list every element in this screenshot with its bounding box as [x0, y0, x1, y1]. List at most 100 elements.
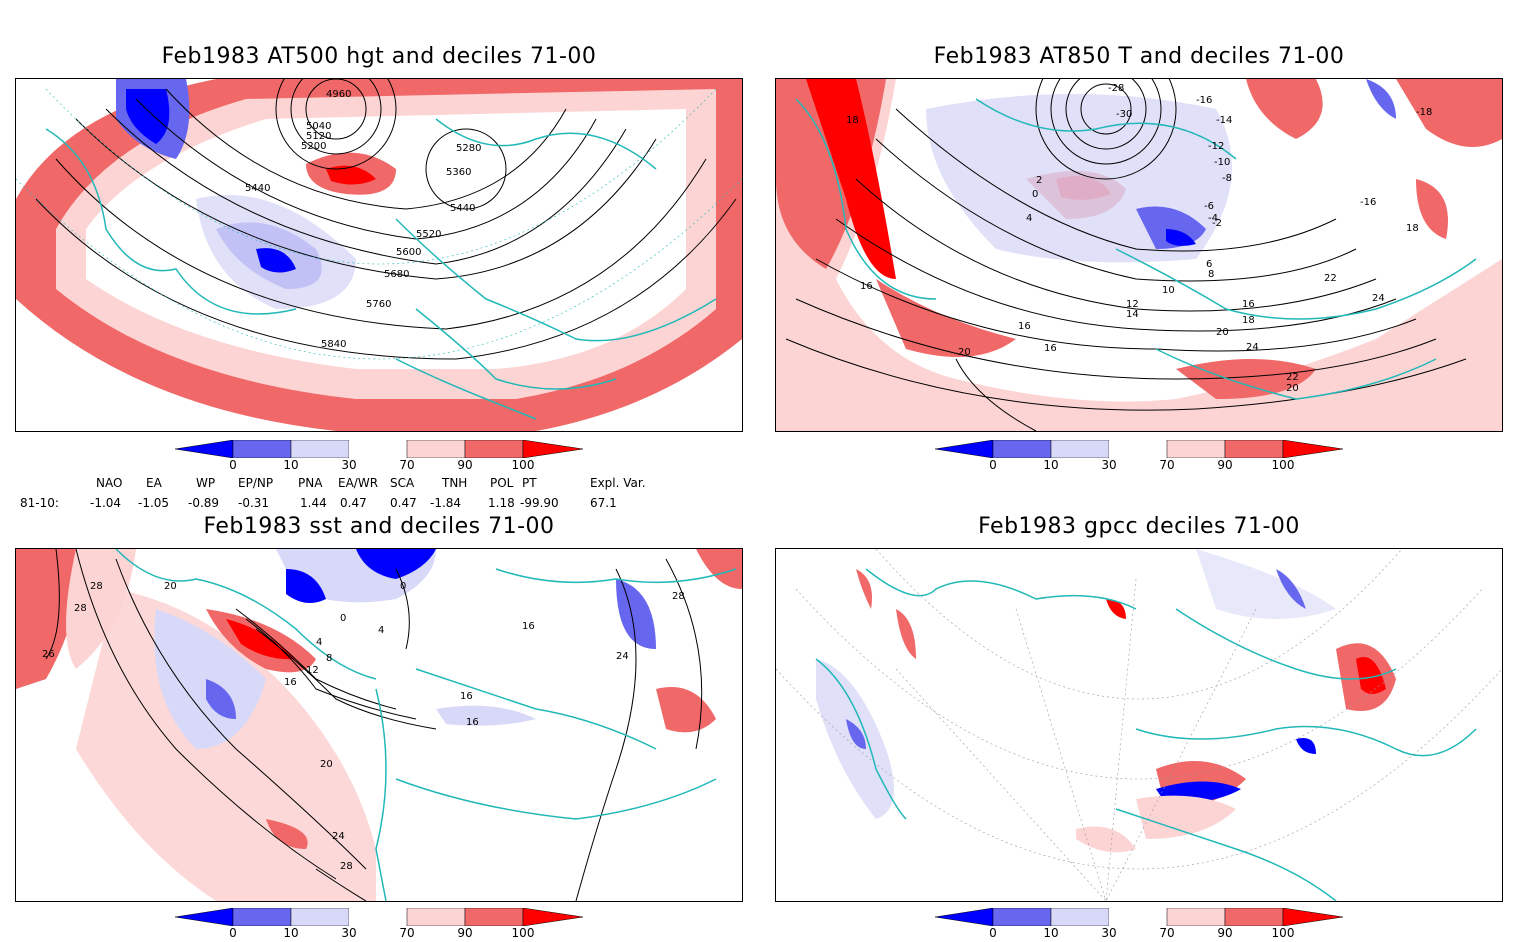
idx-header: WP — [196, 476, 216, 490]
panel-title-t850: Feb1983 AT850 T and deciles 71-00 — [933, 44, 1345, 69]
cb-tick: 10 — [1043, 926, 1059, 940]
svg-text:5280: 5280 — [456, 143, 481, 154]
idx-header: EA — [146, 476, 162, 490]
svg-text:20: 20 — [1286, 383, 1299, 394]
svg-text:20: 20 — [164, 581, 177, 592]
svg-text:4: 4 — [378, 625, 384, 636]
cb-tick: 70 — [399, 926, 415, 940]
idx-header: TNH — [442, 476, 468, 490]
cb-tick: 70 — [1159, 458, 1175, 472]
colorbar-top-left: 0 10 30 70 90 100 — [175, 440, 585, 474]
svg-text:5040: 5040 — [306, 121, 331, 132]
svg-text:-18: -18 — [1416, 107, 1432, 118]
map-sst-canvas: 28 28 26 20 0 0 4 4 8 12 16 16 20 24 28 … — [16, 549, 742, 901]
svg-text:18: 18 — [1242, 315, 1255, 326]
svg-text:-4: -4 — [1208, 213, 1218, 224]
svg-text:18: 18 — [846, 115, 859, 126]
colorbar-top-right-swatches — [935, 440, 1344, 458]
map-hgt500-canvas: 4960 5040 5120 5200 5280 5360 5440 5440 … — [16, 79, 742, 431]
cb-tick: 90 — [1217, 458, 1233, 472]
svg-text:4: 4 — [1026, 213, 1032, 224]
svg-text:10: 10 — [1162, 285, 1175, 296]
svg-text:5600: 5600 — [396, 247, 421, 258]
idx-value: -99.90 — [520, 496, 559, 510]
svg-text:20: 20 — [320, 759, 333, 770]
idx-value: -0.89 — [188, 496, 220, 510]
svg-text:28: 28 — [672, 591, 685, 602]
svg-text:22: 22 — [1324, 273, 1337, 284]
cb-tick: 30 — [341, 458, 357, 472]
colorbar-bottom-right-swatches — [935, 908, 1344, 926]
svg-text:12: 12 — [306, 665, 319, 676]
idx-value: 1.18 — [488, 496, 515, 510]
idx-header: SCA — [390, 476, 415, 490]
cb-tick: 100 — [1271, 458, 1295, 472]
cb-tick: 0 — [989, 458, 997, 472]
panel-title-gpcc: Feb1983 gpcc deciles 71-00 — [978, 514, 1300, 539]
svg-text:4: 4 — [316, 637, 322, 648]
cb-tick: 0 — [989, 926, 997, 940]
svg-text:8: 8 — [1208, 269, 1214, 280]
svg-text:16: 16 — [466, 717, 479, 728]
cb-tick: 10 — [1043, 458, 1059, 472]
svg-text:0: 0 — [340, 613, 346, 624]
svg-text:12: 12 — [1126, 299, 1139, 310]
svg-text:5440: 5440 — [245, 183, 270, 194]
colorbar-bottom-left-swatches — [175, 908, 584, 926]
idx-value: -1.04 — [90, 496, 122, 510]
idx-header: EP/NP — [238, 476, 274, 490]
cb-tick: 0 — [229, 926, 237, 940]
svg-text:16: 16 — [860, 281, 873, 292]
cb-tick: 100 — [511, 926, 535, 940]
svg-text:2: 2 — [1036, 175, 1042, 186]
svg-text:20: 20 — [958, 347, 971, 358]
cb-tick: 10 — [283, 926, 299, 940]
idx-header: POL — [490, 476, 514, 490]
svg-text:5680: 5680 — [384, 269, 409, 280]
idx-header: PNA — [298, 476, 323, 490]
idx-row-label: 81-10: — [20, 496, 59, 510]
svg-text:16: 16 — [1044, 343, 1057, 354]
svg-text:5840: 5840 — [321, 339, 346, 350]
map-t850-canvas: -28 -30 -16 -14 -12 -10 -8 -6 -4 -2 0 2 … — [776, 79, 1502, 431]
svg-text:16: 16 — [284, 677, 297, 688]
svg-text:5520: 5520 — [416, 229, 441, 240]
cb-tick: 30 — [1101, 926, 1117, 940]
panel-title-sst: Feb1983 sst and deciles 71-00 — [203, 514, 555, 539]
svg-text:-14: -14 — [1216, 115, 1232, 126]
idx-value: 67.1 — [590, 496, 617, 510]
svg-text:24: 24 — [1246, 342, 1259, 353]
idx-header: Expl. Var. — [590, 476, 646, 490]
cb-tick: 30 — [1101, 458, 1117, 472]
map-hgt500: 4960 5040 5120 5200 5280 5360 5440 5440 … — [15, 78, 743, 432]
cb-tick: 100 — [1271, 926, 1295, 940]
idx-value: -1.05 — [138, 496, 170, 510]
svg-text:-12: -12 — [1208, 141, 1224, 152]
idx-value: 1.44 — [300, 496, 327, 510]
svg-text:24: 24 — [616, 651, 629, 662]
svg-text:-30: -30 — [1116, 109, 1132, 120]
cb-tick: 90 — [1217, 926, 1233, 940]
idx-value: -0.31 — [238, 496, 270, 510]
svg-text:-16: -16 — [1360, 197, 1376, 208]
idx-value: 0.47 — [340, 496, 367, 510]
cb-tick: 70 — [1159, 926, 1175, 940]
svg-text:-2: -2 — [1212, 218, 1222, 229]
svg-text:28: 28 — [340, 861, 353, 872]
svg-text:26: 26 — [42, 649, 55, 660]
svg-text:4960: 4960 — [326, 89, 351, 100]
cb-tick: 10 — [283, 458, 299, 472]
svg-text:-16: -16 — [1196, 95, 1212, 106]
colorbar-top-left-swatches — [175, 440, 584, 458]
svg-text:5440: 5440 — [450, 203, 475, 214]
idx-value: -1.84 — [430, 496, 462, 510]
colorbar-top-right: 0 10 30 70 90 100 — [935, 440, 1345, 474]
colorbar-bottom-left: 0 10 30 70 90 100 — [175, 908, 585, 942]
svg-text:28: 28 — [90, 581, 103, 592]
svg-text:14: 14 — [1126, 309, 1139, 320]
svg-text:5200: 5200 — [301, 141, 326, 152]
svg-text:5360: 5360 — [446, 167, 471, 178]
map-t850: -28 -30 -16 -14 -12 -10 -8 -6 -4 -2 0 2 … — [775, 78, 1503, 432]
svg-text:28: 28 — [74, 603, 87, 614]
idx-header: PT — [522, 476, 537, 490]
